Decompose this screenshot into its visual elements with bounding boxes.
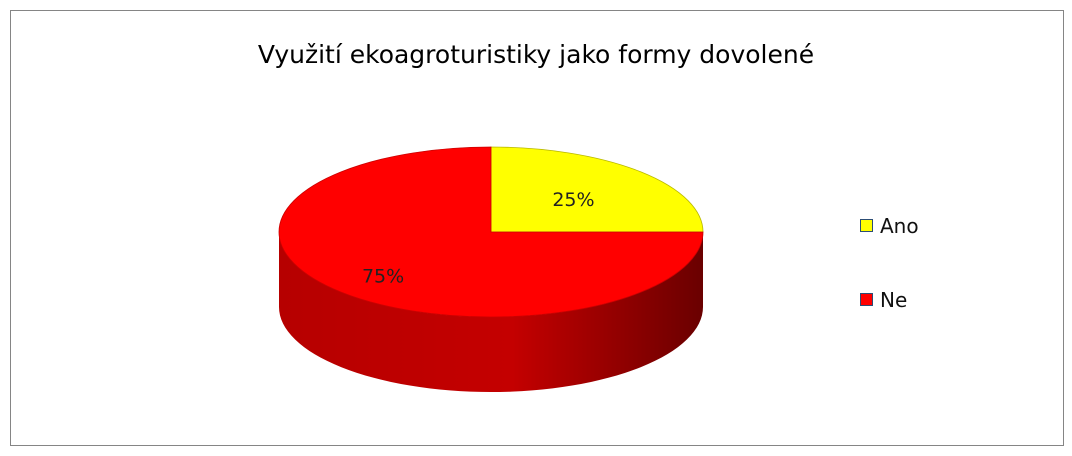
legend-item-ano: Ano	[860, 212, 980, 240]
legend-label-ano: Ano	[880, 214, 919, 238]
data-label-ano: 25%	[552, 189, 594, 211]
legend-swatch-ne	[860, 293, 873, 306]
pie-slice-ano	[490, 146, 704, 233]
legend-label-ne: Ne	[880, 288, 908, 312]
pie-side-wall	[279, 232, 703, 392]
legend-swatch-ano	[860, 219, 873, 232]
legend-item-ne: Ne	[860, 286, 980, 314]
pie-slice-ne	[278, 146, 704, 318]
chart-title: Využití ekoagroturistiky jako formy dovo…	[257, 40, 815, 69]
data-label-ne: 75%	[362, 265, 404, 287]
